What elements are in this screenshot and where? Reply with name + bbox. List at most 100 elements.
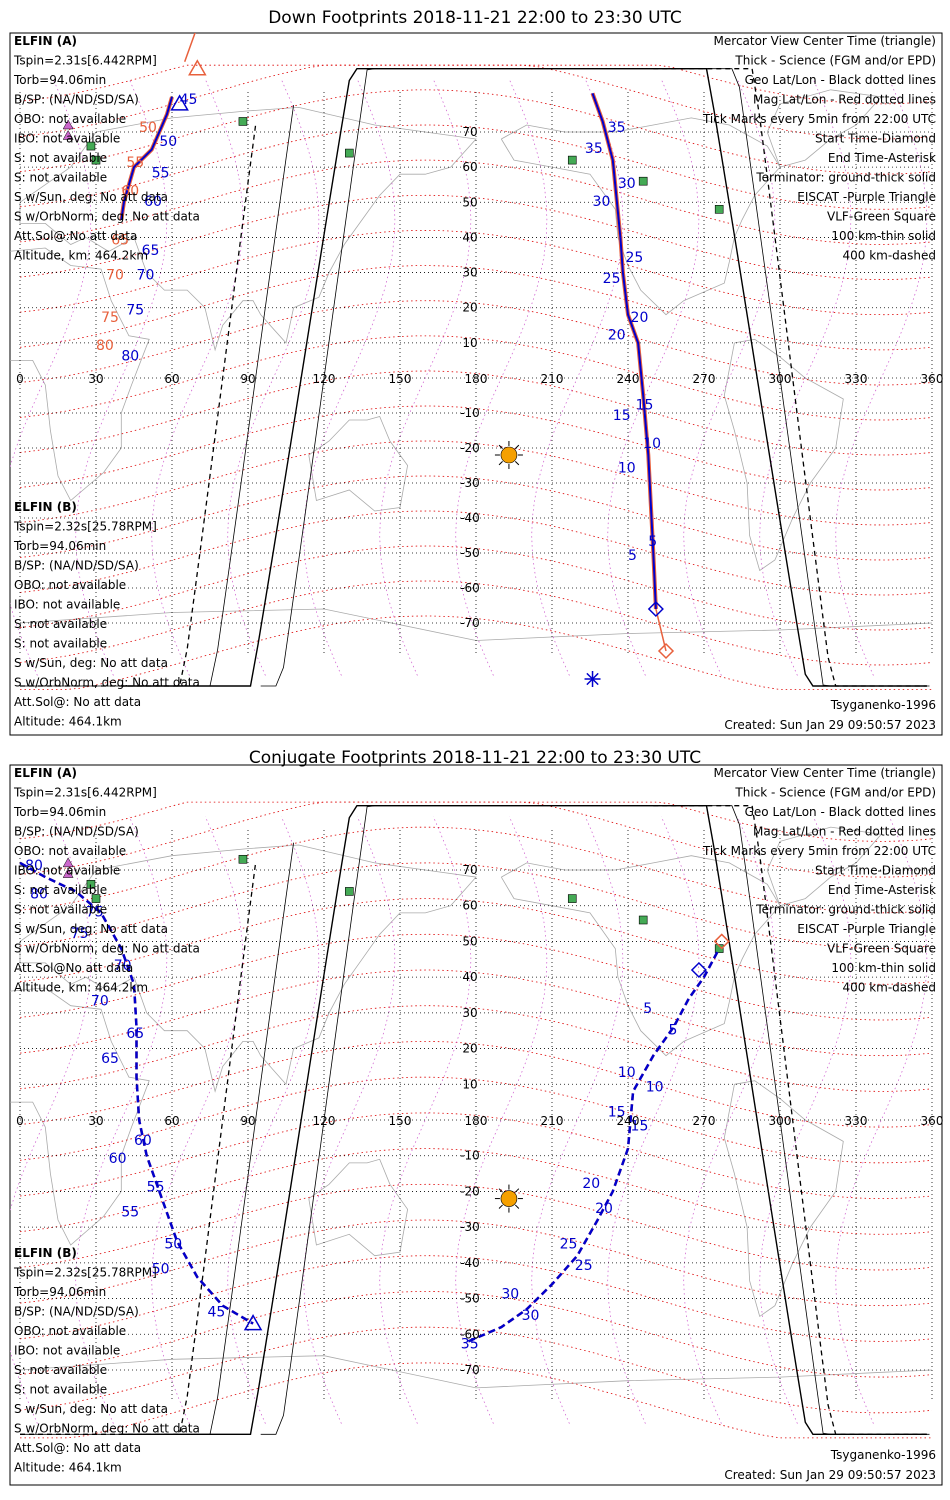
vlf-station-marker xyxy=(86,141,96,151)
lat-tick-label: -30 xyxy=(460,1220,480,1234)
created-timestamp: Created: Sun Jan 29 09:50:57 2023 xyxy=(724,1468,936,1482)
track-time-label: 15 xyxy=(636,398,654,414)
coastline xyxy=(19,1355,933,1389)
legend-item: EISCAT -Purple Triangle xyxy=(797,190,936,204)
view-center-triangle-b xyxy=(188,59,207,76)
mag-lat-line xyxy=(19,1291,933,1378)
vlf-station-marker xyxy=(238,854,248,864)
lon-tick-label: 360 xyxy=(921,372,944,386)
track-time-label: 20 xyxy=(608,327,626,343)
track-time-label: 75 xyxy=(101,310,119,326)
track-time-label: 30 xyxy=(593,194,611,210)
coastline xyxy=(10,987,150,1246)
terminator-400km xyxy=(653,68,927,687)
vlf-station-marker xyxy=(714,944,724,953)
lat-tick-label: 20 xyxy=(462,301,477,315)
track-time-label: 5 xyxy=(648,534,657,550)
track-time-label: 50 xyxy=(139,120,157,136)
view-center-triangle-a xyxy=(243,1314,263,1331)
elfin-b-info-line: S: not available xyxy=(14,637,107,651)
plot-frame xyxy=(9,764,943,1486)
track-time-label: 15 xyxy=(613,408,631,424)
elfin-b-info-line: S: not available xyxy=(14,1383,107,1397)
elfin-b-track xyxy=(467,948,721,1343)
legend-item: VLF-Green Square xyxy=(827,210,936,224)
mag-lon-line xyxy=(227,816,320,1424)
elfin-a-info-line: B/SP: (NA/ND/SD/SA) xyxy=(14,93,139,107)
elfin-b-info-line: B/SP: (NA/ND/SD/SA) xyxy=(14,559,139,573)
elfin-b-info-line: Tspin=2.32s[25.78RPM] xyxy=(13,1266,157,1280)
track-time-label: 70 xyxy=(91,994,109,1010)
lat-tick-label: 60 xyxy=(462,160,477,174)
track-time-label: 75 xyxy=(86,904,104,920)
track-time-label: 60 xyxy=(121,183,139,199)
eiscat-marker xyxy=(62,857,74,868)
mag-lon-line xyxy=(303,816,396,1424)
lat-tick-label: -50 xyxy=(460,546,480,560)
track-time-label: 10 xyxy=(646,1079,664,1095)
track-time-label: 75 xyxy=(126,303,144,319)
track-time-label: 20 xyxy=(582,1176,600,1192)
terminator-400km xyxy=(20,862,257,1435)
elfin-b-info-line: Att.Sol@: No att data xyxy=(14,695,141,709)
track-time-label: 80 xyxy=(25,858,43,874)
elfin-b-info-line: OBO: not available xyxy=(14,1324,126,1338)
track-time-label: 80 xyxy=(121,348,139,364)
legend-item: Thick - Science (FGM and/or EPD) xyxy=(734,54,936,68)
track-time-label: 5 xyxy=(643,1001,652,1017)
lat-tick-label: 40 xyxy=(462,230,477,244)
mag-lon-line xyxy=(455,79,548,676)
elfin-b-track xyxy=(590,92,658,610)
lat-tick-label: 70 xyxy=(462,125,477,139)
mag-lon-line xyxy=(75,79,168,676)
legend-item: EISCAT -Purple Triangle xyxy=(797,922,936,936)
elfin-a-info-line: OBO: not available xyxy=(14,844,126,858)
mag-lat-line xyxy=(19,1076,933,1164)
lat-tick-label: 20 xyxy=(462,1042,477,1056)
track-time-label: 25 xyxy=(560,1237,578,1253)
lon-tick-label: 300 xyxy=(769,1114,792,1128)
track-time-label: 30 xyxy=(618,176,636,192)
coastline xyxy=(766,826,883,907)
mag-lat-line xyxy=(19,1183,933,1271)
legend-item: Mag Lat/Lon - Red dotted lines xyxy=(753,93,936,107)
elfin-b-info-line: IBO: not available xyxy=(14,598,120,612)
lon-tick-label: 150 xyxy=(389,372,412,386)
track-time-label: 80 xyxy=(96,338,114,354)
legend-item: Mercator View Center Time (triangle) xyxy=(714,34,936,48)
lat-tick-label: -40 xyxy=(460,1256,480,1270)
track-time-label: 80 xyxy=(30,887,48,903)
legend-item: End Time-Asterisk xyxy=(828,151,936,165)
map-area: 8080757570706565606055555050453530302525… xyxy=(10,801,933,1439)
elfin-b-info-line: Altitude: 464.1km xyxy=(14,715,122,729)
legend-item: 400 km-dashed xyxy=(842,249,936,263)
lon-tick-label: 210 xyxy=(541,1114,564,1128)
vlf-station-marker xyxy=(567,155,577,165)
mag-lon-line xyxy=(683,816,776,1424)
mag-lon-line xyxy=(835,816,928,1424)
legend-item: Tick Marks every 5min from 22:00 UTC xyxy=(702,112,936,126)
mag-lat-line xyxy=(19,1005,933,1092)
elfin-a-info-line: S w/OrbNorm, deg: No att data xyxy=(14,210,200,224)
track-time-label: 75 xyxy=(71,926,89,942)
vlf-station-marker xyxy=(91,155,101,165)
elfin-b-info-line: S w/Sun, deg: No att data xyxy=(14,656,168,670)
elfin-a-info-line: Tspin=2.31s[6.442RPM] xyxy=(13,786,157,800)
lon-tick-label: 330 xyxy=(845,1114,868,1128)
elfin-a-info-line: S: not available xyxy=(14,151,107,165)
elfin-b-info-line: S: not available xyxy=(14,617,107,631)
lat-tick-label: 50 xyxy=(462,195,477,209)
mag-lon-line xyxy=(835,79,928,676)
mag-lat-line xyxy=(19,1148,933,1235)
elfin-a-info-line: S w/OrbNorm, deg: No att data xyxy=(14,942,200,956)
elfin-a-info-line: S w/Sun, deg: No att data xyxy=(14,190,168,204)
coastline xyxy=(308,1158,409,1257)
legend-item: Start Time-Diamond xyxy=(815,864,936,878)
mag-lon-line xyxy=(151,816,244,1424)
track-time-label: 70 xyxy=(106,268,124,284)
lon-tick-label: 270 xyxy=(693,372,716,386)
terminator-100km xyxy=(260,68,930,687)
track-time-label: 35 xyxy=(585,141,603,157)
panel-title: Down Footprints 2018-11-21 22:00 to 23:3… xyxy=(268,8,682,28)
lon-tick-label: 270 xyxy=(693,1114,716,1128)
